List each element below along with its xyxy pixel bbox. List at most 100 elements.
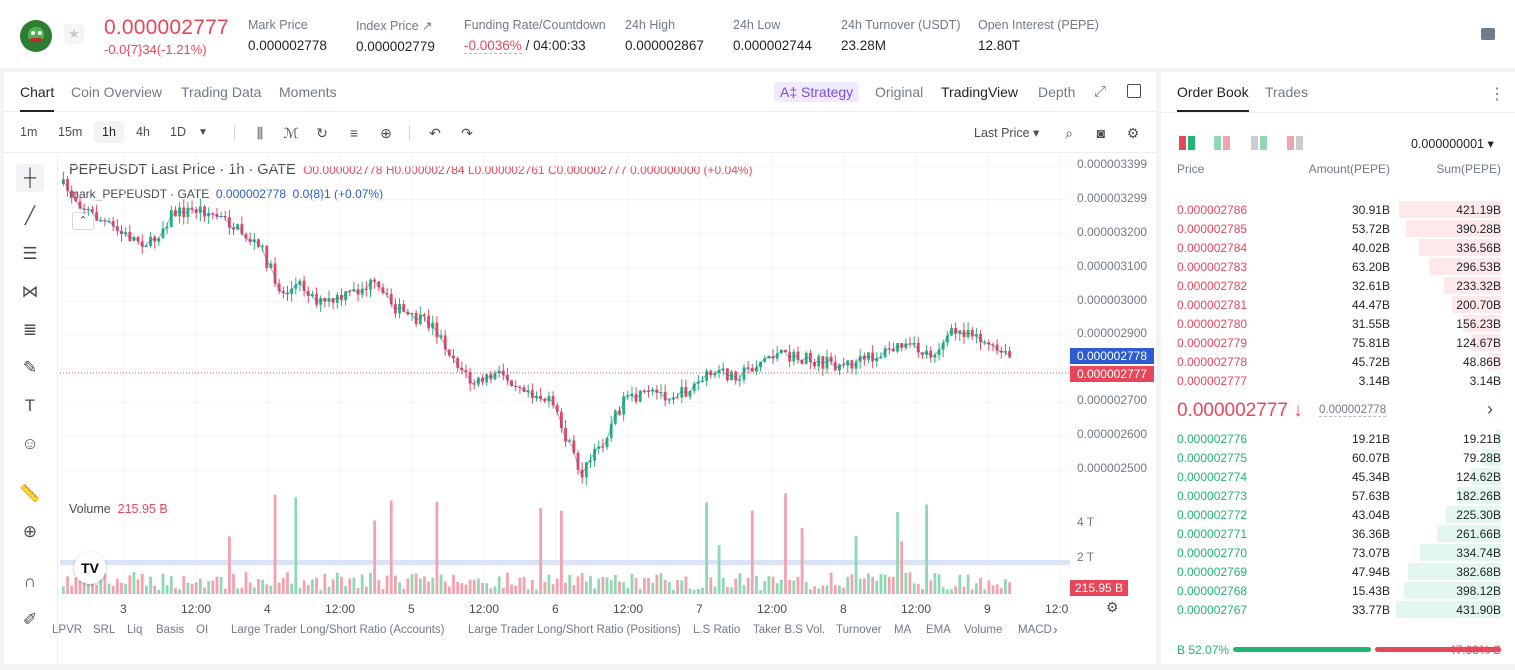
refresh-icon[interactable]: ↻: [316, 125, 328, 141]
search-icon[interactable]: ⌕: [1065, 125, 1073, 141]
ask-row[interactable]: 0.000002781 44.47B 200.70B: [1161, 295, 1515, 314]
bid-row[interactable]: 0.000002770 73.07B 334.74B: [1161, 543, 1515, 562]
tf-1d[interactable]: 1D: [170, 125, 186, 139]
candle-type-icon[interactable]: ⫼: [256, 125, 264, 141]
indicator-ema[interactable]: EMA: [926, 624, 951, 636]
indicator-ltlsr-accounts[interactable]: Large Trader Long/Short Ratio (Accounts): [231, 624, 445, 636]
bid-row[interactable]: 0.000002767 33.77B 431.90B: [1161, 600, 1515, 619]
volume-bar: [792, 580, 796, 594]
ask-row[interactable]: 0.000002786 30.91B 421.19B: [1161, 200, 1515, 219]
pencil-icon[interactable]: ✐: [22, 610, 38, 629]
ask-row[interactable]: 0.000002783 63.20B 296.53B: [1161, 257, 1515, 276]
precision-select[interactable]: 0.000000001 ▾: [1411, 137, 1494, 151]
indicator-volume[interactable]: Volume: [964, 624, 1003, 636]
view-tradingview[interactable]: TradingView: [941, 84, 1019, 100]
stat-funding-rate[interactable]: Funding Rate/Countdown -0.0036% / 04:00:…: [464, 18, 606, 54]
more-options-icon[interactable]: ⋮: [1489, 86, 1505, 103]
favorite-star-icon[interactable]: ★: [64, 24, 84, 44]
tf-4h[interactable]: 4h: [136, 125, 150, 139]
book-mode-alt-icon[interactable]: [1287, 136, 1303, 150]
indicator-ma[interactable]: MA: [894, 624, 912, 636]
pattern-icon[interactable]: ⋈: [21, 282, 39, 301]
chevron-right-icon[interactable]: ›: [1053, 621, 1058, 637]
book-mode-asks-icon[interactable]: [1251, 136, 1267, 150]
collapse-legend-button[interactable]: ⌃: [72, 212, 94, 230]
bid-row[interactable]: 0.000002768 15.43B 398.12B: [1161, 581, 1515, 600]
bid-row[interactable]: 0.000002772 43.04B 225.30B: [1161, 505, 1515, 524]
tradingview-logo[interactable]: TV: [74, 552, 106, 584]
templates-icon[interactable]: ≡: [349, 125, 359, 141]
indicators-icon[interactable]: ℳ: [283, 125, 299, 141]
tab-order-book[interactable]: Order Book: [1177, 84, 1249, 112]
tab-trading-data[interactable]: Trading Data: [181, 84, 262, 100]
ask-row[interactable]: 0.000002780 31.55B 156.23B: [1161, 314, 1515, 333]
stat-index-price[interactable]: Index Price ↗ 0.000002779: [356, 19, 435, 54]
add-compare-icon[interactable]: ⊕: [380, 125, 392, 141]
indicator-turnover[interactable]: Turnover: [836, 624, 882, 636]
ask-row[interactable]: 0.000002779 75.81B 124.67B: [1161, 333, 1515, 352]
expand-icon[interactable]: ⤢: [1094, 83, 1107, 100]
indicator-lpvr[interactable]: LPVR: [52, 624, 83, 636]
tf-1h[interactable]: 1h: [94, 121, 124, 143]
funding-rate-value[interactable]: -0.0036%: [464, 38, 522, 54]
bid-row[interactable]: 0.000002776 19.21B 19.21B: [1161, 429, 1515, 448]
indicator-ltlsr-positions[interactable]: Large Trader Long/Short Ratio (Positions…: [468, 624, 681, 636]
volume-bar: [526, 589, 530, 594]
volume-bar: [489, 588, 493, 594]
book-mode-both-icon[interactable]: [1179, 136, 1195, 150]
tab-coin-overview[interactable]: Coin Overview: [71, 84, 163, 100]
ruler-icon[interactable]: 📏: [19, 484, 41, 503]
bid-row[interactable]: 0.000002771 36.36B 261.66B: [1161, 524, 1515, 543]
emoji-icon[interactable]: ☺: [21, 434, 39, 453]
ask-row[interactable]: 0.000002782 32.61B 233.32B: [1161, 276, 1515, 295]
book-icon[interactable]: [1481, 28, 1495, 40]
mid-mark-price: 0.000002778: [1319, 404, 1387, 417]
trendline-icon[interactable]: ╱: [24, 206, 36, 225]
bid-row[interactable]: 0.000002769 47.94B 382.68B: [1161, 562, 1515, 581]
window-icon[interactable]: [1127, 84, 1141, 98]
undo-icon[interactable]: ↶: [429, 125, 441, 141]
view-depth[interactable]: Depth: [1038, 84, 1076, 100]
bid-row[interactable]: 0.000002773 57.63B 182.26B: [1161, 486, 1515, 505]
ask-row[interactable]: 0.000002777 3.14B 3.14B: [1161, 371, 1515, 390]
indicator-taker-vol[interactable]: Taker B.S Vol.: [753, 624, 826, 636]
book-mode-bids-icon[interactable]: [1214, 136, 1230, 150]
bid-row[interactable]: 0.000002775 60.07B 79.28B: [1161, 448, 1515, 467]
camera-icon[interactable]: ◙: [1096, 125, 1106, 141]
indicator-basis[interactable]: Basis: [156, 624, 185, 636]
zoom-in-icon[interactable]: ⊕: [22, 522, 38, 541]
crosshair-icon[interactable]: ┼: [16, 164, 44, 192]
brush-icon[interactable]: ✎: [22, 358, 38, 377]
volume-bar: [796, 576, 800, 594]
strategy-button[interactable]: A‡ Strategy: [774, 82, 860, 102]
bid-row[interactable]: 0.000002774 45.34B 124.62B: [1161, 467, 1515, 486]
chevron-right-icon[interactable]: ›: [1487, 399, 1493, 419]
horizontal-lines-icon[interactable]: ☰: [22, 244, 38, 263]
tf-15m[interactable]: 15m: [58, 125, 83, 139]
indicator-oi[interactable]: OI: [196, 624, 209, 636]
tab-chart[interactable]: Chart: [20, 84, 55, 112]
tf-1m[interactable]: 1m: [20, 125, 38, 139]
fib-icon[interactable]: ≣: [22, 320, 38, 339]
gear-icon[interactable]: ⚙: [1126, 125, 1140, 141]
indicator-srl[interactable]: SRL: [93, 624, 116, 636]
tab-trades[interactable]: Trades: [1265, 84, 1309, 100]
ask-row[interactable]: 0.000002785 53.72B 390.28B: [1161, 219, 1515, 238]
tab-moments[interactable]: Moments: [279, 84, 337, 100]
price-chart-canvas[interactable]: [60, 154, 1070, 606]
time-tick: 12:00: [613, 602, 644, 616]
indicator-macd[interactable]: MACD: [1018, 624, 1052, 636]
view-original[interactable]: Original: [875, 84, 924, 100]
redo-icon[interactable]: ↷: [461, 125, 473, 141]
candle-body: [95, 211, 98, 221]
indicator-ls-ratio[interactable]: L.S Ratio: [693, 624, 741, 636]
ask-row[interactable]: 0.000002784 40.02B 336.56B: [1161, 238, 1515, 257]
indicator-liq[interactable]: Liq: [127, 624, 143, 636]
chevron-down-icon[interactable]: ▼: [198, 127, 208, 138]
price-type-select[interactable]: Last Price ▾: [974, 126, 1040, 140]
settings-icon[interactable]: ⚙: [1106, 599, 1119, 615]
time-tick: 12:00: [325, 602, 356, 616]
magnet-icon[interactable]: ∩: [23, 572, 37, 591]
ask-row[interactable]: 0.000002778 45.72B 48.86B: [1161, 352, 1515, 371]
text-icon[interactable]: T: [24, 396, 36, 415]
